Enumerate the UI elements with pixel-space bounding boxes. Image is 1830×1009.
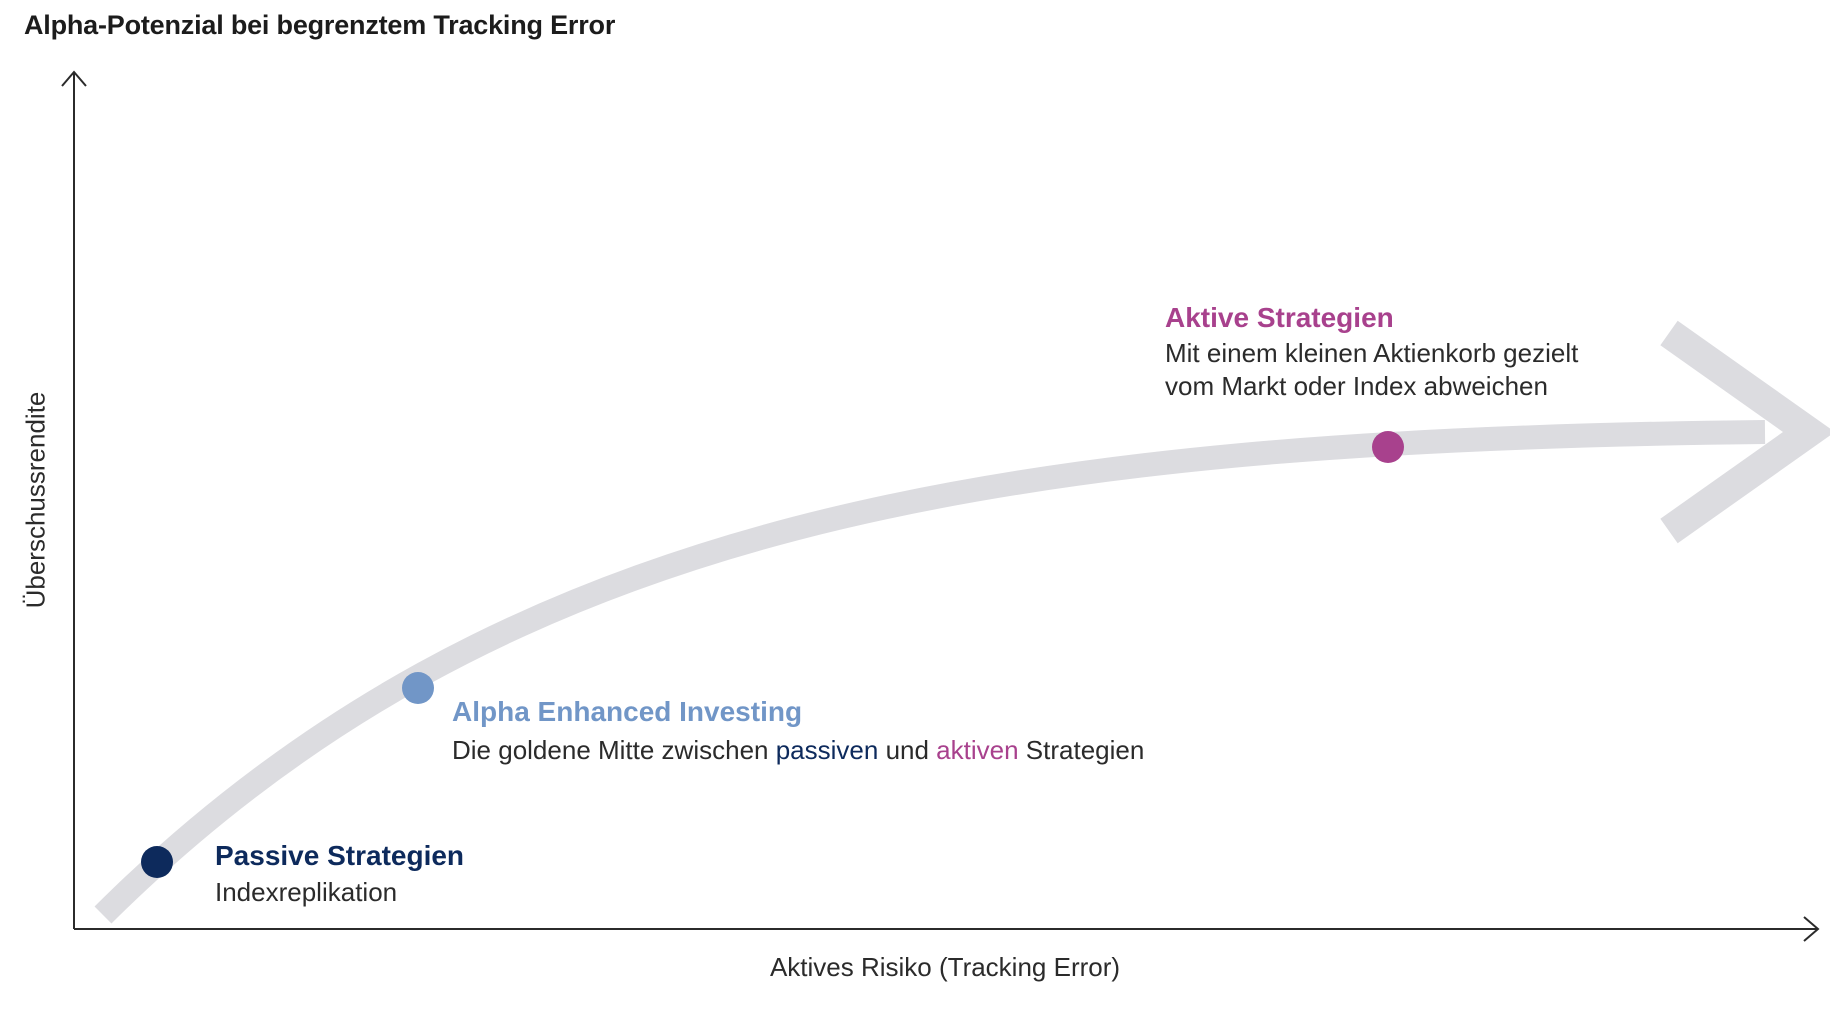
active-strategies-desc-line2: vom Markt oder Index abweichen — [1165, 371, 1548, 401]
alpha-enhanced-heading: Alpha Enhanced Investing — [452, 696, 803, 727]
curve-arrowhead — [1660, 320, 1830, 544]
desc-text-part3: Strategien — [1018, 735, 1145, 765]
active-strategies-desc-line1: Mit einem kleinen Aktienkorb gezielt — [1165, 338, 1579, 368]
desc-text-part2: und — [878, 735, 937, 765]
y-axis-label: Überschussrendite — [20, 391, 51, 609]
active-strategies-dot — [1372, 431, 1404, 463]
desc-text-part1: Die goldene Mitte zwischen — [452, 735, 776, 765]
y-axis-arrow-icon — [61, 70, 87, 87]
alpha-enhanced-description: Die goldene Mitte zwischen passiven und … — [452, 734, 1144, 767]
x-axis-label: Aktives Risiko (Tracking Error) — [769, 952, 1121, 982]
growth-curve — [94, 420, 1766, 924]
desc-word-active: aktiven — [936, 735, 1019, 765]
passive-strategies-heading: Passive Strategien — [215, 840, 465, 871]
alpha-enhanced-dot — [402, 672, 434, 704]
passive-strategies-description: Indexreplikation — [215, 877, 398, 907]
passive-strategies-dot — [141, 846, 173, 878]
x-axis-arrow-icon — [1803, 916, 1820, 942]
active-strategies-heading: Aktive Strategien — [1165, 302, 1394, 333]
desc-word-passive: passiven — [775, 735, 879, 765]
diagram-title: Alpha-Potenzial bei begrenztem Tracking … — [24, 10, 616, 40]
